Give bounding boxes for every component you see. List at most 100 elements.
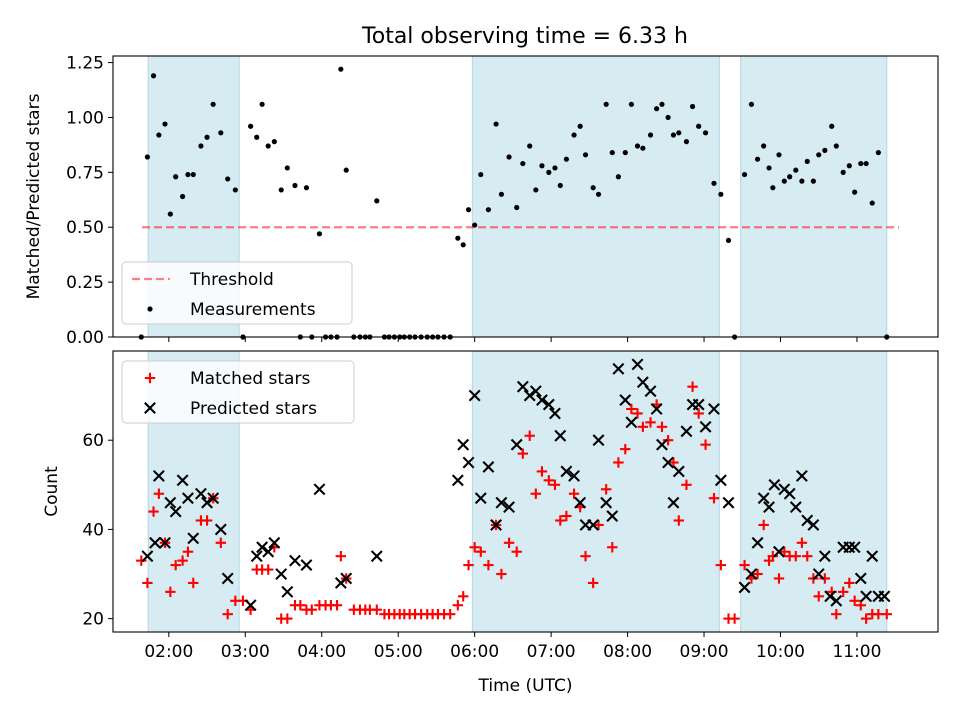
bottom-series0-point-73 bbox=[587, 577, 599, 589]
bottom-series0-point-69 bbox=[561, 510, 572, 522]
bottom-series1-point-22-b bbox=[300, 559, 313, 572]
bottom-series1-point-42-b bbox=[548, 407, 561, 420]
bottom-series0-point-82 bbox=[645, 417, 656, 428]
bottom-series1-point-75-b bbox=[768, 478, 781, 491]
bottom-series0-point-102 bbox=[773, 573, 785, 584]
bottom-series0-point-65 bbox=[536, 466, 548, 477]
bottom-series1-point-78 bbox=[783, 487, 796, 500]
bottom-series1-point-50-b bbox=[600, 496, 613, 509]
top-series0-point-78 bbox=[622, 149, 628, 156]
bottom-series1-point-6 bbox=[176, 474, 189, 487]
bottom-series0-point-25 bbox=[295, 600, 306, 611]
bottom-series0-point-114 bbox=[844, 577, 855, 589]
bottom-series0-point-77 bbox=[613, 457, 624, 468]
top-series0-point-82 bbox=[647, 132, 654, 138]
bottom-series1-point-11-b bbox=[207, 492, 220, 505]
bottom-series1-point-59 bbox=[656, 438, 668, 451]
bottom-series1-point-74-b bbox=[763, 501, 775, 514]
top-series0-point-24 bbox=[292, 182, 298, 189]
bottom-series0-point-2 bbox=[148, 506, 159, 517]
bottom-series1-point-5-b bbox=[169, 505, 182, 518]
top-series0-point-83 bbox=[654, 106, 660, 112]
bottom-series1-point-83 bbox=[812, 568, 825, 580]
bottom-series1-point-40-b bbox=[535, 394, 548, 407]
bottom-series1-point-36-b bbox=[510, 438, 523, 451]
bottom-xtick-label-4: 06:00 bbox=[450, 642, 499, 662]
top-series0-point-65 bbox=[539, 163, 545, 169]
top-legend-label-0: Threshold bbox=[189, 270, 274, 290]
bottom-series1-point-67-b bbox=[708, 403, 720, 415]
bottom-series0-point-72 bbox=[580, 550, 591, 562]
bottom-series0-point-51 bbox=[444, 608, 456, 620]
bottom-series0-point-89 bbox=[687, 381, 698, 392]
bottom-series1-point-12-b bbox=[214, 523, 227, 536]
bottom-series0-point-115 bbox=[849, 595, 860, 606]
top-series0-point-8 bbox=[185, 171, 191, 178]
top-series0-point-100 bbox=[766, 165, 772, 171]
top-observing-band-2 bbox=[740, 55, 888, 338]
bottom-series0-point-54 bbox=[463, 559, 474, 571]
bottom-ytick-label-2: 60 bbox=[82, 431, 104, 451]
bottom-series0-point-92 bbox=[708, 492, 720, 504]
top-series0-point-112 bbox=[833, 143, 839, 149]
bottom-series1-point-60-b bbox=[662, 456, 675, 469]
bottom-series1-point-61-b bbox=[667, 496, 680, 509]
bottom-series1-point-53 bbox=[619, 394, 632, 407]
bottom-xtick-label-0: 02:00 bbox=[144, 642, 193, 662]
bottom-series1-point-58 bbox=[650, 403, 663, 415]
bottom-series0-point-67 bbox=[549, 479, 561, 491]
top-series0-point-68 bbox=[557, 182, 563, 189]
top-series0-point-32 bbox=[338, 66, 344, 72]
bottom-series1-point-68 bbox=[714, 474, 727, 487]
bottom-series1-point-14 bbox=[244, 599, 257, 612]
bottom-series1-point-19-b bbox=[275, 568, 288, 580]
bottom-series0-point-90 bbox=[693, 408, 704, 419]
bottom-series1-point-23 bbox=[313, 483, 326, 496]
bottom-series1-point-72-b bbox=[751, 536, 764, 549]
top-series0-point-58 bbox=[493, 121, 499, 127]
bottom-series0-point-88 bbox=[681, 479, 692, 491]
bottom-series1-point-0 bbox=[141, 550, 154, 563]
top-series0-point-14 bbox=[225, 176, 231, 182]
bottom-series1-point-84 bbox=[818, 550, 831, 563]
bottom-series1-point-35-b bbox=[503, 501, 516, 514]
bottom-series1-point-76-b bbox=[773, 545, 785, 558]
bottom-series0-point-116 bbox=[855, 600, 866, 611]
bottom-series0-point-3 bbox=[153, 488, 165, 499]
bottom-series0-point-81 bbox=[637, 421, 649, 433]
top-series0-point-17 bbox=[248, 123, 254, 129]
bottom-series1-point-55-b bbox=[631, 358, 644, 371]
bottom-series1-point-90-b bbox=[854, 572, 867, 585]
top-ytick-label-4: 1.00 bbox=[66, 108, 104, 128]
top-series0-point-94 bbox=[725, 237, 732, 244]
top-ytick-label-5: 1.25 bbox=[66, 54, 104, 74]
bottom-series0-point-86 bbox=[668, 457, 679, 468]
bottom-series1-point-7 bbox=[181, 492, 194, 505]
bottom-series0-point-109 bbox=[813, 591, 824, 602]
top-series0-point-74 bbox=[595, 191, 602, 197]
bottom-series0-point-103 bbox=[779, 546, 790, 557]
bottom-series0-point-20 bbox=[263, 564, 274, 575]
top-series0-point-105 bbox=[793, 167, 799, 173]
bottom-series1-point-17-b bbox=[262, 545, 275, 558]
bottom-series1-point-1 bbox=[149, 536, 161, 549]
bottom-series1-point-91-b bbox=[860, 590, 873, 603]
bottom-series1-point-10-b bbox=[201, 496, 213, 509]
bottom-series1-point-81 bbox=[801, 514, 814, 527]
bottom-series1-point-13 bbox=[221, 572, 234, 585]
top-panel: 0.00 0.25 0.50 0.75 1.00 1.25 Matched/Predicte… bbox=[24, 54, 939, 348]
bottom-series1-point-3-b bbox=[159, 536, 171, 549]
bottom-series0-point-61 bbox=[511, 546, 522, 557]
bottom-series1-point-32 bbox=[482, 461, 495, 473]
bottom-series1-point-92 bbox=[866, 550, 879, 563]
bottom-series1-point-76 bbox=[773, 545, 785, 558]
bottom-xtick-label-6: 08:00 bbox=[603, 642, 652, 662]
bottom-series0-point-70 bbox=[568, 488, 580, 499]
bottom-series1-point-71 bbox=[745, 568, 758, 580]
bottom-series1-point-20-b bbox=[281, 585, 294, 598]
bottom-series1-point-8 bbox=[187, 532, 200, 545]
top-series0-point-21 bbox=[271, 139, 277, 145]
bottom-series1-point-4-b bbox=[164, 496, 177, 509]
top-series0-point-81 bbox=[640, 145, 646, 151]
